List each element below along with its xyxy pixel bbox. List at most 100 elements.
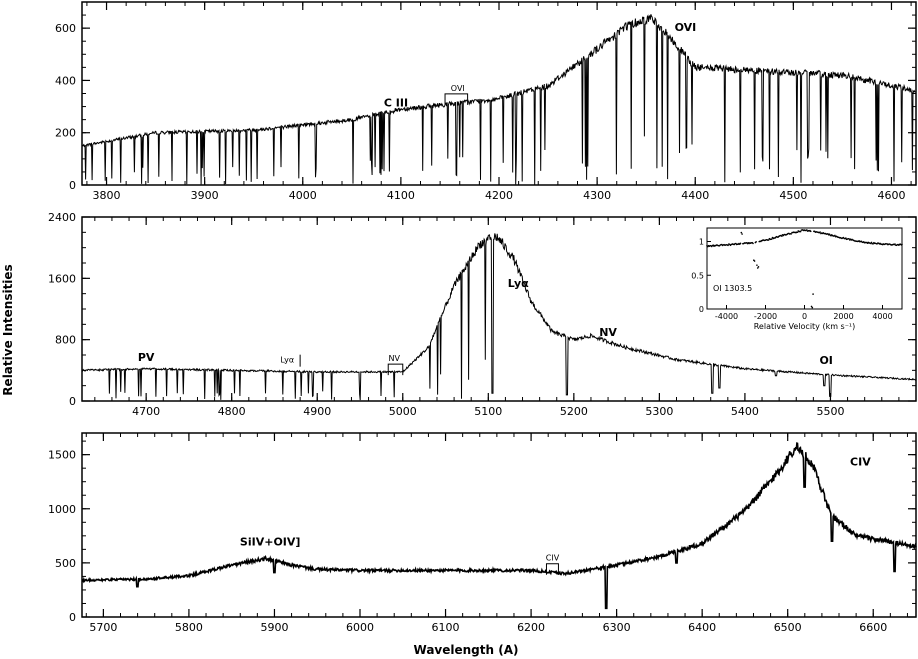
annotation-label: CIV	[546, 554, 560, 563]
x-tick-label: 6500	[774, 621, 802, 634]
spectrum-line	[81, 442, 917, 610]
x-tick-label: 5500	[816, 405, 844, 418]
x-tick-label: 5400	[731, 405, 759, 418]
annotation-label: OVI	[451, 84, 465, 93]
spectrum-line	[81, 233, 917, 401]
x-tick-label: 4300	[583, 189, 611, 202]
annotation-label: OI	[819, 354, 832, 367]
inset-point	[781, 235, 783, 237]
x-tick-label: 6600	[859, 621, 887, 634]
annotation-bracket	[444, 93, 469, 105]
y-tick-label: 200	[55, 127, 76, 140]
x-tick-label: 4600	[877, 189, 905, 202]
x-tick-label: 5200	[560, 405, 588, 418]
inset-point	[790, 233, 793, 235]
x-tick-label: 5900	[260, 621, 288, 634]
x-tick-label: 6100	[432, 621, 460, 634]
x-tick-label: 4400	[681, 189, 709, 202]
inset-point	[811, 306, 814, 309]
annotation-bracket	[545, 563, 559, 575]
inset-x-tick-label: 0	[802, 312, 807, 321]
inset-point	[756, 264, 758, 266]
x-tick-label: 3800	[93, 189, 121, 202]
y-tick-label: 0	[69, 179, 76, 192]
inset-y-tick-label: 0	[699, 305, 704, 314]
inset-point	[901, 243, 903, 246]
y-tick-label: 500	[55, 557, 76, 570]
inset-point	[740, 231, 743, 234]
inset-point	[756, 267, 759, 269]
inset-point	[799, 230, 802, 233]
inset-frame	[706, 227, 903, 310]
inset-panel: -4000 -2000 0 2000 4000 0 0.5 1 Relative Velocit…	[691, 227, 903, 331]
inset-point	[848, 237, 850, 240]
inset-point	[770, 238, 773, 240]
annotation-label: CIV	[850, 455, 871, 468]
annotation-label: Lyα	[508, 277, 529, 290]
annotation-label: NV	[599, 326, 617, 339]
inset-x-tick-label: 4000	[872, 312, 892, 321]
inset-point	[870, 242, 872, 245]
inset-point	[767, 239, 770, 241]
x-tick-label: 5800	[175, 621, 203, 634]
x-tick-label: 6400	[688, 621, 716, 634]
x-tick-label: 4000	[289, 189, 317, 202]
y-tick-label: 400	[55, 74, 76, 87]
inset-point	[819, 231, 821, 233]
x-tick-label: 4800	[218, 405, 246, 418]
x-axis-title: Wavelength (A)	[414, 643, 519, 657]
spectrum-line	[82, 14, 916, 185]
annotation-label: C III	[384, 97, 408, 110]
x-tick-label: 6200	[517, 621, 545, 634]
inset-x-axis-title: Relative Velocity (km s⁻¹)	[754, 322, 856, 331]
inset-line-label: OI 1303.5	[713, 284, 752, 293]
panel-2: 4700 4800 4900 5000 5100 5200 5300 5400 5500 0 800…	[48, 211, 917, 418]
inset-point	[834, 234, 836, 237]
inset-point	[753, 260, 756, 262]
x-tick-label: 6300	[603, 621, 631, 634]
x-tick-label: 4900	[303, 405, 331, 418]
inset-point	[755, 241, 757, 243]
inset-point	[810, 305, 813, 308]
inset-y-tick-label: 0.5	[691, 271, 704, 280]
inset-point	[752, 242, 754, 245]
annotation-label: OVI	[675, 21, 697, 34]
inset-point	[741, 233, 743, 235]
annotation-label: Lyα	[280, 356, 294, 365]
annotation-label: NV	[388, 354, 400, 363]
annotation-label: PV	[138, 351, 155, 364]
inset-x-tick-label: 2000	[833, 312, 853, 321]
inset-y-tick-label: 1	[699, 238, 704, 247]
x-tick-label: 4100	[387, 189, 415, 202]
y-tick-label: 0	[69, 611, 76, 624]
x-tick-label: 3900	[191, 189, 219, 202]
inset-point	[739, 242, 742, 245]
x-tick-label: 5300	[645, 405, 673, 418]
y-tick-label: 2400	[48, 211, 76, 224]
x-tick-label: 4200	[485, 189, 513, 202]
inset-point	[757, 266, 760, 268]
y-tick-label: 1600	[48, 272, 76, 285]
y-axis-title: Relative Intensities	[1, 264, 15, 395]
inset-point	[894, 243, 896, 245]
panel-1: 3800 3900 4000 4100 4200 4300 4400 4500 4600 0 200…	[55, 1, 917, 202]
y-tick-label: 1500	[48, 449, 76, 462]
annotation-bracket	[387, 363, 404, 376]
panel-3: 5700 5800 5900 6000 6100 6200 6300 6400 6500 6600…	[48, 432, 917, 634]
inset-x-tick-label: -4000	[715, 312, 738, 321]
y-tick-label: 800	[55, 334, 76, 347]
inset-point	[806, 229, 808, 231]
x-tick-label: 5700	[89, 621, 117, 634]
inset-point	[809, 230, 812, 233]
inset-x-tick-label: -2000	[754, 312, 777, 321]
annotation-label: SiIV+OIV]	[240, 536, 301, 549]
inset-point	[872, 242, 874, 245]
x-tick-label: 5100	[474, 405, 502, 418]
panel-3-frame	[81, 432, 917, 618]
inset-point	[727, 244, 729, 247]
panel-1-frame	[81, 1, 917, 186]
inset-point	[870, 241, 873, 244]
x-tick-label: 4700	[132, 405, 160, 418]
x-tick-label: 4500	[779, 189, 807, 202]
